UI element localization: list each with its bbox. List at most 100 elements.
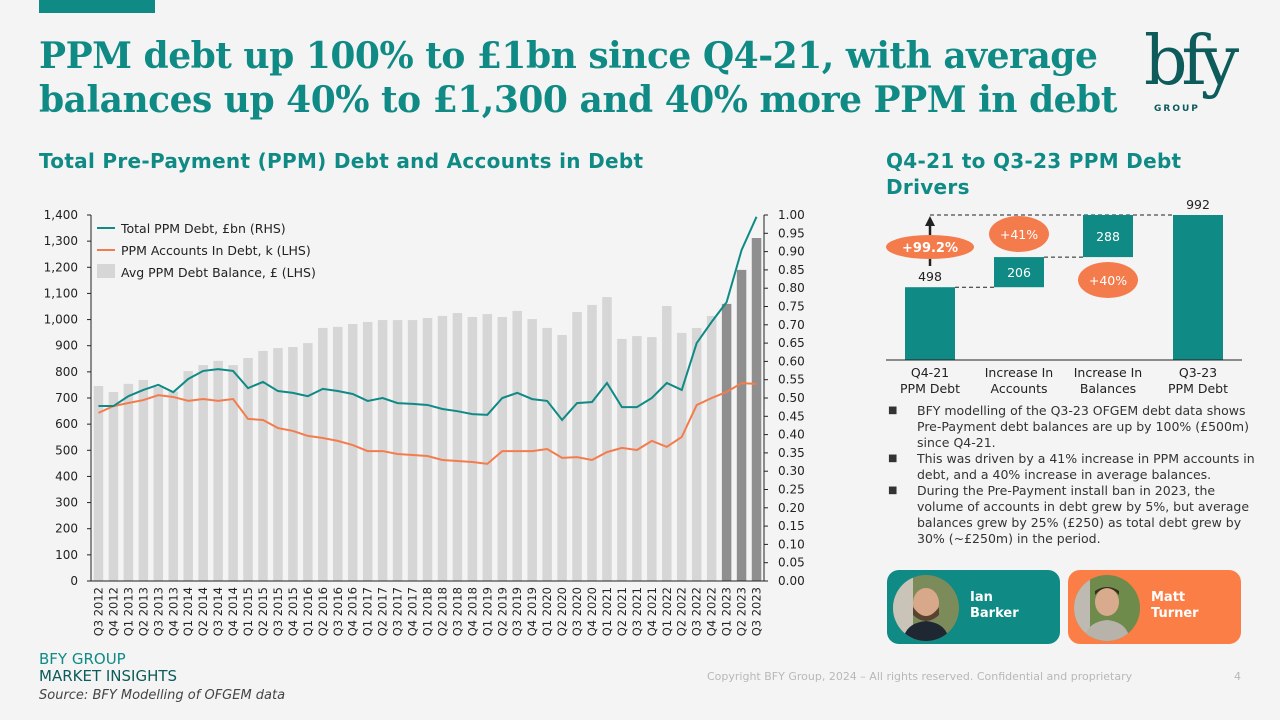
avg-balance-bar [228,365,238,581]
legend-total-debt: Total PPM Debt, £bn (RHS) [120,221,286,236]
bullet-item: ■ This was driven by a 41% increase in PP… [886,451,1256,483]
left-tick-label: 900 [55,339,78,353]
contact-last-name: Turner [1151,606,1199,621]
avg-balance-bar [467,316,478,581]
x-tick-label: Q4 2013 [166,587,180,636]
bfy-logo: bfy GROUP [1140,22,1250,120]
avg-balance-bar [407,320,418,581]
avg-balance-bar [572,311,582,581]
x-tick-label: Q2 2022 [675,587,689,636]
growth-bubble [886,235,974,259]
avg-balance-bar [632,336,642,581]
x-tick-label: Q2 2017 [376,587,390,636]
avg-balance-bar [647,337,657,581]
avg-balance-bar [557,334,567,581]
avg-balance-bar [482,314,493,581]
x-tick-label: Q3 2018 [450,587,464,636]
right-tick-label: 0.60 [778,354,805,368]
bullet-icon: ■ [888,405,898,416]
title-line-1: PPM debt up 100% to £1bn since Q4-21, wi… [39,35,1098,77]
avg-balance-bar [751,238,762,581]
right-tick-label: 0.90 [778,245,805,259]
accounts-bubble-label: +41% [1000,227,1038,242]
avg-balance-bar [662,305,672,581]
avg-balance-bar [168,391,179,581]
right-tick-label: 0.55 [778,373,805,387]
x-tick-label: Q3 2016 [331,587,345,636]
waterfall-category-label: Q4-21 [911,365,949,380]
avg-balance-bar [527,319,537,581]
x-tick-label: Q2 2021 [615,587,629,636]
person-avatar-icon [1074,575,1140,641]
right-tick-label: 0.80 [778,281,805,295]
right-tick-label: 0.05 [778,556,805,570]
x-tick-label: Q2 2020 [555,587,569,636]
right-tick-label: 0.85 [778,263,805,277]
right-tick-label: 0.75 [778,300,805,314]
x-tick-label: Q2 2014 [196,587,210,636]
bullet-icon: ■ [888,453,898,464]
x-tick-label: Q4 2017 [406,587,420,636]
waterfall-category-label: Accounts [991,381,1048,396]
avg-balance-bar [183,371,193,581]
bullet-item: ■ During the Pre-Payment install ban in 2… [886,483,1256,547]
growth-bubble-label: +99.2% [902,241,958,256]
right-tick-label: 0.20 [778,501,805,515]
accounts-bubble [989,216,1049,252]
left-tick-label: 300 [55,496,78,510]
source-note: Source: BFY Modelling of OFGEM data [39,688,286,703]
avg-balance-bar [108,391,119,581]
arrow-up-icon [925,216,935,226]
x-tick-label: Q4 2020 [585,587,599,636]
avg-balance-bar [288,347,298,581]
bullet-text: This was driven by a 41% increase in PPM… [917,451,1255,482]
avg-balance-bar [347,324,358,581]
left-tick-label: 600 [55,417,78,431]
x-tick-label: Q1 2015 [241,587,255,636]
avg-balance-bar [691,327,702,581]
legend-avg-balance: Avg PPM Debt Balance, £ (LHS) [121,265,316,280]
x-tick-label: Q4 2015 [286,587,300,636]
avg-balance-bar [512,310,522,581]
avg-balance-bar [422,318,433,581]
x-tick-label: Q4 2021 [645,587,659,636]
x-tick-label: Q1 2013 [121,587,135,636]
avg-balance-bar [333,326,343,581]
x-tick-label: Q3 2017 [391,587,405,636]
contact-card-matt-turner[interactable]: Matt Turner [1068,570,1241,644]
x-tick-label: Q2 2019 [495,587,509,636]
logo-text: bfy [1144,22,1239,101]
x-tick-label: Q3 2013 [151,587,165,636]
x-tick-label: Q1 2016 [301,587,315,636]
right-tick-label: 0.10 [778,537,805,551]
avg-balance-bar [602,297,612,581]
left-tick-label: 1,000 [44,313,78,327]
bullet-item: ■ BFY modelling of the Q3-23 OFGEM debt d… [886,403,1256,451]
contact-card-ian-barker[interactable]: Ian Barker [887,570,1060,644]
avg-balance-bar [213,360,223,581]
bullet-icon: ■ [888,485,898,496]
contact-first-name: Matt [1151,590,1186,605]
waterfall-category-label: PPM Debt [900,381,960,396]
right-tick-label: 1.00 [778,208,805,222]
accounts-in-debt-line [98,382,757,465]
copyright-text: Copyright BFY Group, 2024 – All rights r… [707,670,1133,683]
x-tick-label: Q3 2014 [211,587,225,636]
balances-bubble-label: +40% [1089,273,1127,288]
x-tick-label: Q4 2022 [705,587,719,636]
waterfall-category-label: Q3-23 [1179,365,1217,380]
avg-balance-bar [258,350,268,581]
left-tick-label: 1,200 [44,260,78,274]
left-tick-label: 100 [55,548,78,562]
right-tick-label: 0.25 [778,483,805,497]
waterfall-bar [1083,215,1133,258]
title-line-2: balances up 40% to £1,300 and 40% more P… [39,79,1117,121]
x-tick-label: Q3 2023 [750,587,764,636]
avg-balance-bar [721,303,732,581]
x-tick-label: Q1 2023 [720,587,734,636]
avg-balance-bar [153,387,164,581]
right-tick-label: 0.45 [778,409,805,423]
left-tick-label: 800 [55,365,78,379]
avg-balance-bar [587,304,597,581]
avg-balance-bar [198,365,208,581]
